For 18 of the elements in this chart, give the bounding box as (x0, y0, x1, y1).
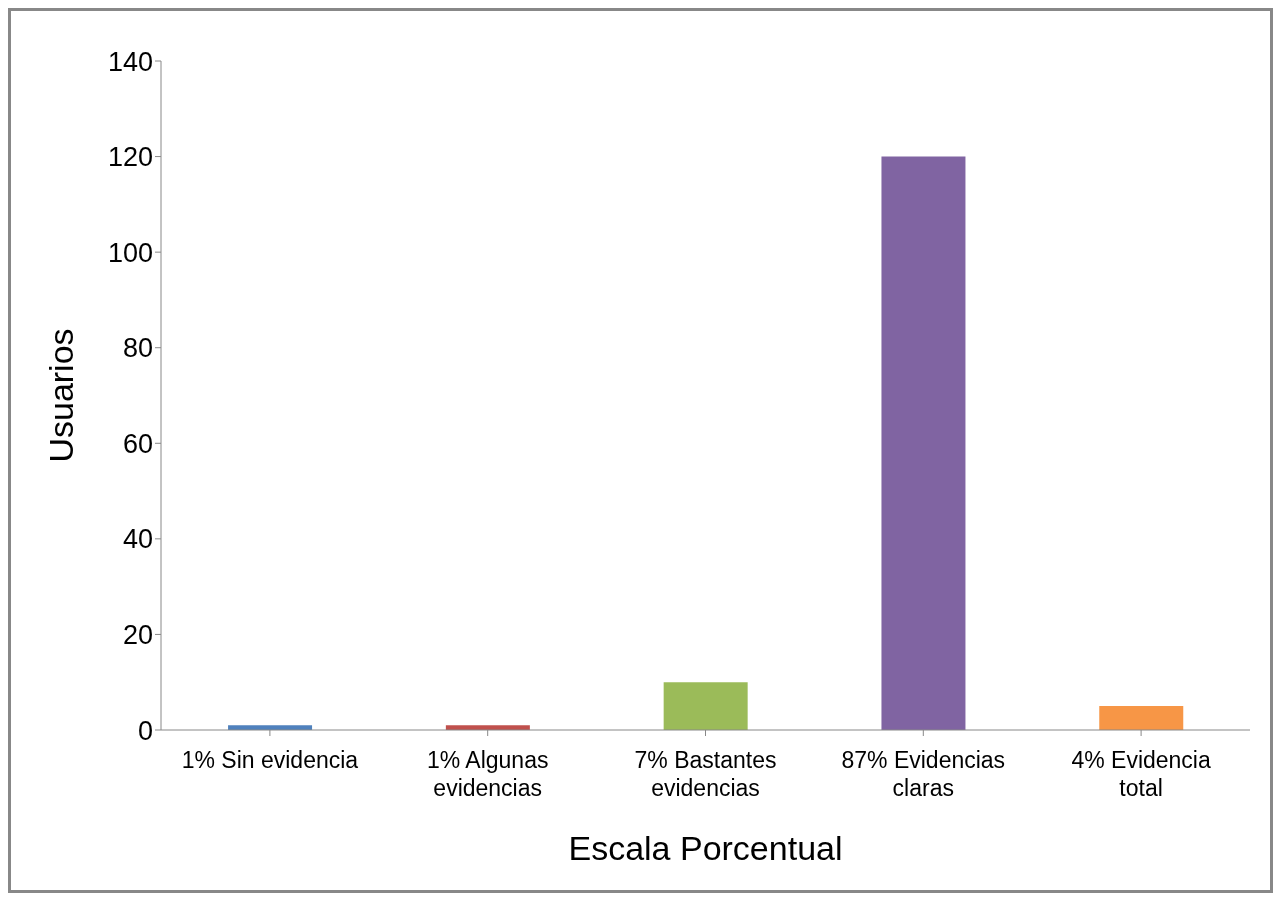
x-tick-label: 7% Bastantes evidencias (634, 747, 777, 801)
y-tick-label: 40 (122, 524, 153, 555)
bar (881, 156, 966, 730)
x-tick-label: 1% Sin evidencia (181, 747, 359, 773)
y-tick-label: 80 (122, 333, 153, 364)
y-tick-label: 140 (107, 46, 153, 77)
x-tick-label: 1% Algunas evidencias (426, 747, 549, 801)
y-tick-label: 20 (122, 620, 153, 651)
x-tick-label: 87% Evidencias claras (841, 747, 1006, 801)
y-tick-label: 120 (107, 142, 153, 173)
y-tick-label: 60 (122, 428, 153, 459)
y-tick-label: 100 (107, 237, 153, 268)
y-axis-title: Usuarios (42, 328, 81, 463)
bar (1099, 706, 1184, 730)
x-tick-label: 4% Evidencia total (1071, 747, 1211, 801)
bar (663, 682, 748, 730)
y-tick-label: 0 (137, 715, 153, 746)
x-axis-title: Escala Porcentual (568, 829, 843, 867)
